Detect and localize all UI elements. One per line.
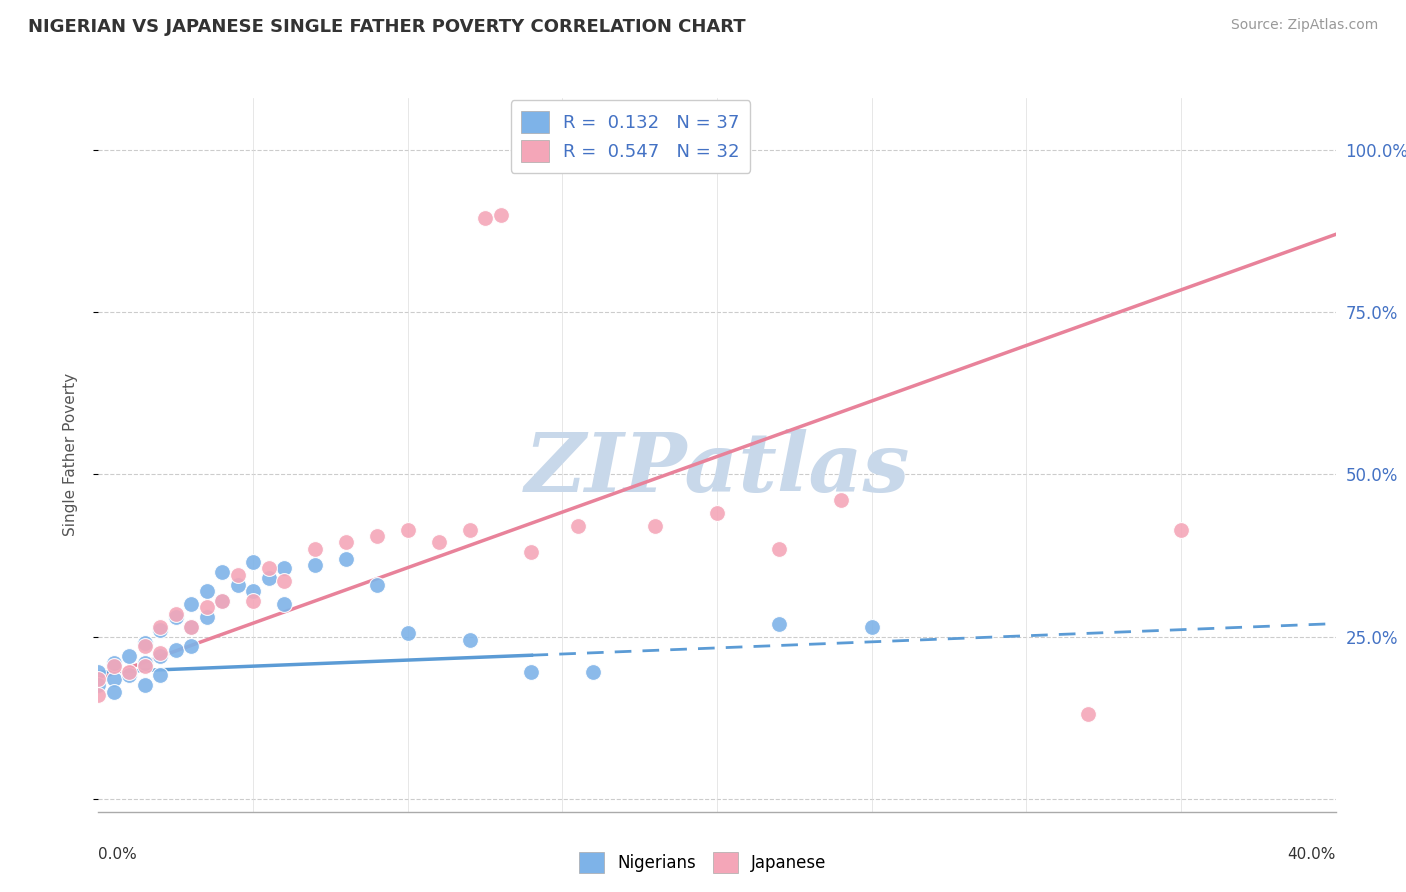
Point [195,584,218,599]
Point [520,545,543,559]
Point [427,535,450,549]
Y-axis label: Single Father Poverty: Single Father Poverty [63,374,77,536]
Point [706,506,728,520]
Point [87,672,110,686]
Legend: Nigerians, Japanese: Nigerians, Japanese [572,846,834,880]
Point [195,600,218,615]
Point [149,646,172,660]
Point [118,668,141,682]
Point [474,211,496,226]
Point [149,623,172,637]
Point [226,568,249,582]
Point [768,616,790,631]
Point [273,561,295,575]
Point [335,535,357,549]
Point [180,640,202,654]
Point [768,541,790,556]
Point [180,620,202,634]
Point [582,665,605,680]
Point [211,594,233,608]
Point [257,571,280,585]
Point [242,555,264,569]
Point [860,620,883,634]
Point [165,642,187,657]
Point [396,523,419,537]
Point [180,620,202,634]
Point [134,678,156,692]
Point [226,577,249,591]
Text: 0.0%: 0.0% [98,847,138,863]
Point [644,519,666,533]
Point [165,607,187,621]
Point [149,620,172,634]
Text: ZIPatlas: ZIPatlas [524,429,910,509]
Point [103,684,125,698]
Point [520,665,543,680]
Point [211,565,233,579]
Point [103,658,125,673]
Point [304,541,326,556]
Point [134,658,156,673]
Point [396,626,419,640]
Text: Source: ZipAtlas.com: Source: ZipAtlas.com [1230,18,1378,32]
Point [366,577,388,591]
Point [304,558,326,573]
Point [458,632,481,647]
Point [87,678,110,692]
Point [211,594,233,608]
Point [87,688,110,702]
Point [87,665,110,680]
Point [242,594,264,608]
Legend: R =  0.132   N = 37, R =  0.547   N = 32: R = 0.132 N = 37, R = 0.547 N = 32 [510,100,751,173]
Text: NIGERIAN VS JAPANESE SINGLE FATHER POVERTY CORRELATION CHART: NIGERIAN VS JAPANESE SINGLE FATHER POVER… [28,18,745,36]
Point [103,656,125,670]
Point [149,668,172,682]
Point [165,610,187,624]
Point [1077,707,1099,722]
Point [257,561,280,575]
Point [103,672,125,686]
Point [567,519,589,533]
Point [118,648,141,663]
Point [134,656,156,670]
Point [1170,523,1192,537]
Point [335,551,357,566]
Point [118,665,141,680]
Point [489,208,512,222]
Point [134,640,156,654]
Point [149,648,172,663]
Text: 40.0%: 40.0% [1288,847,1336,863]
Point [273,597,295,611]
Point [242,584,264,599]
Point [134,636,156,650]
Point [273,574,295,589]
Point [180,597,202,611]
Point [458,523,481,537]
Point [830,493,852,508]
Point [366,529,388,543]
Point [195,610,218,624]
